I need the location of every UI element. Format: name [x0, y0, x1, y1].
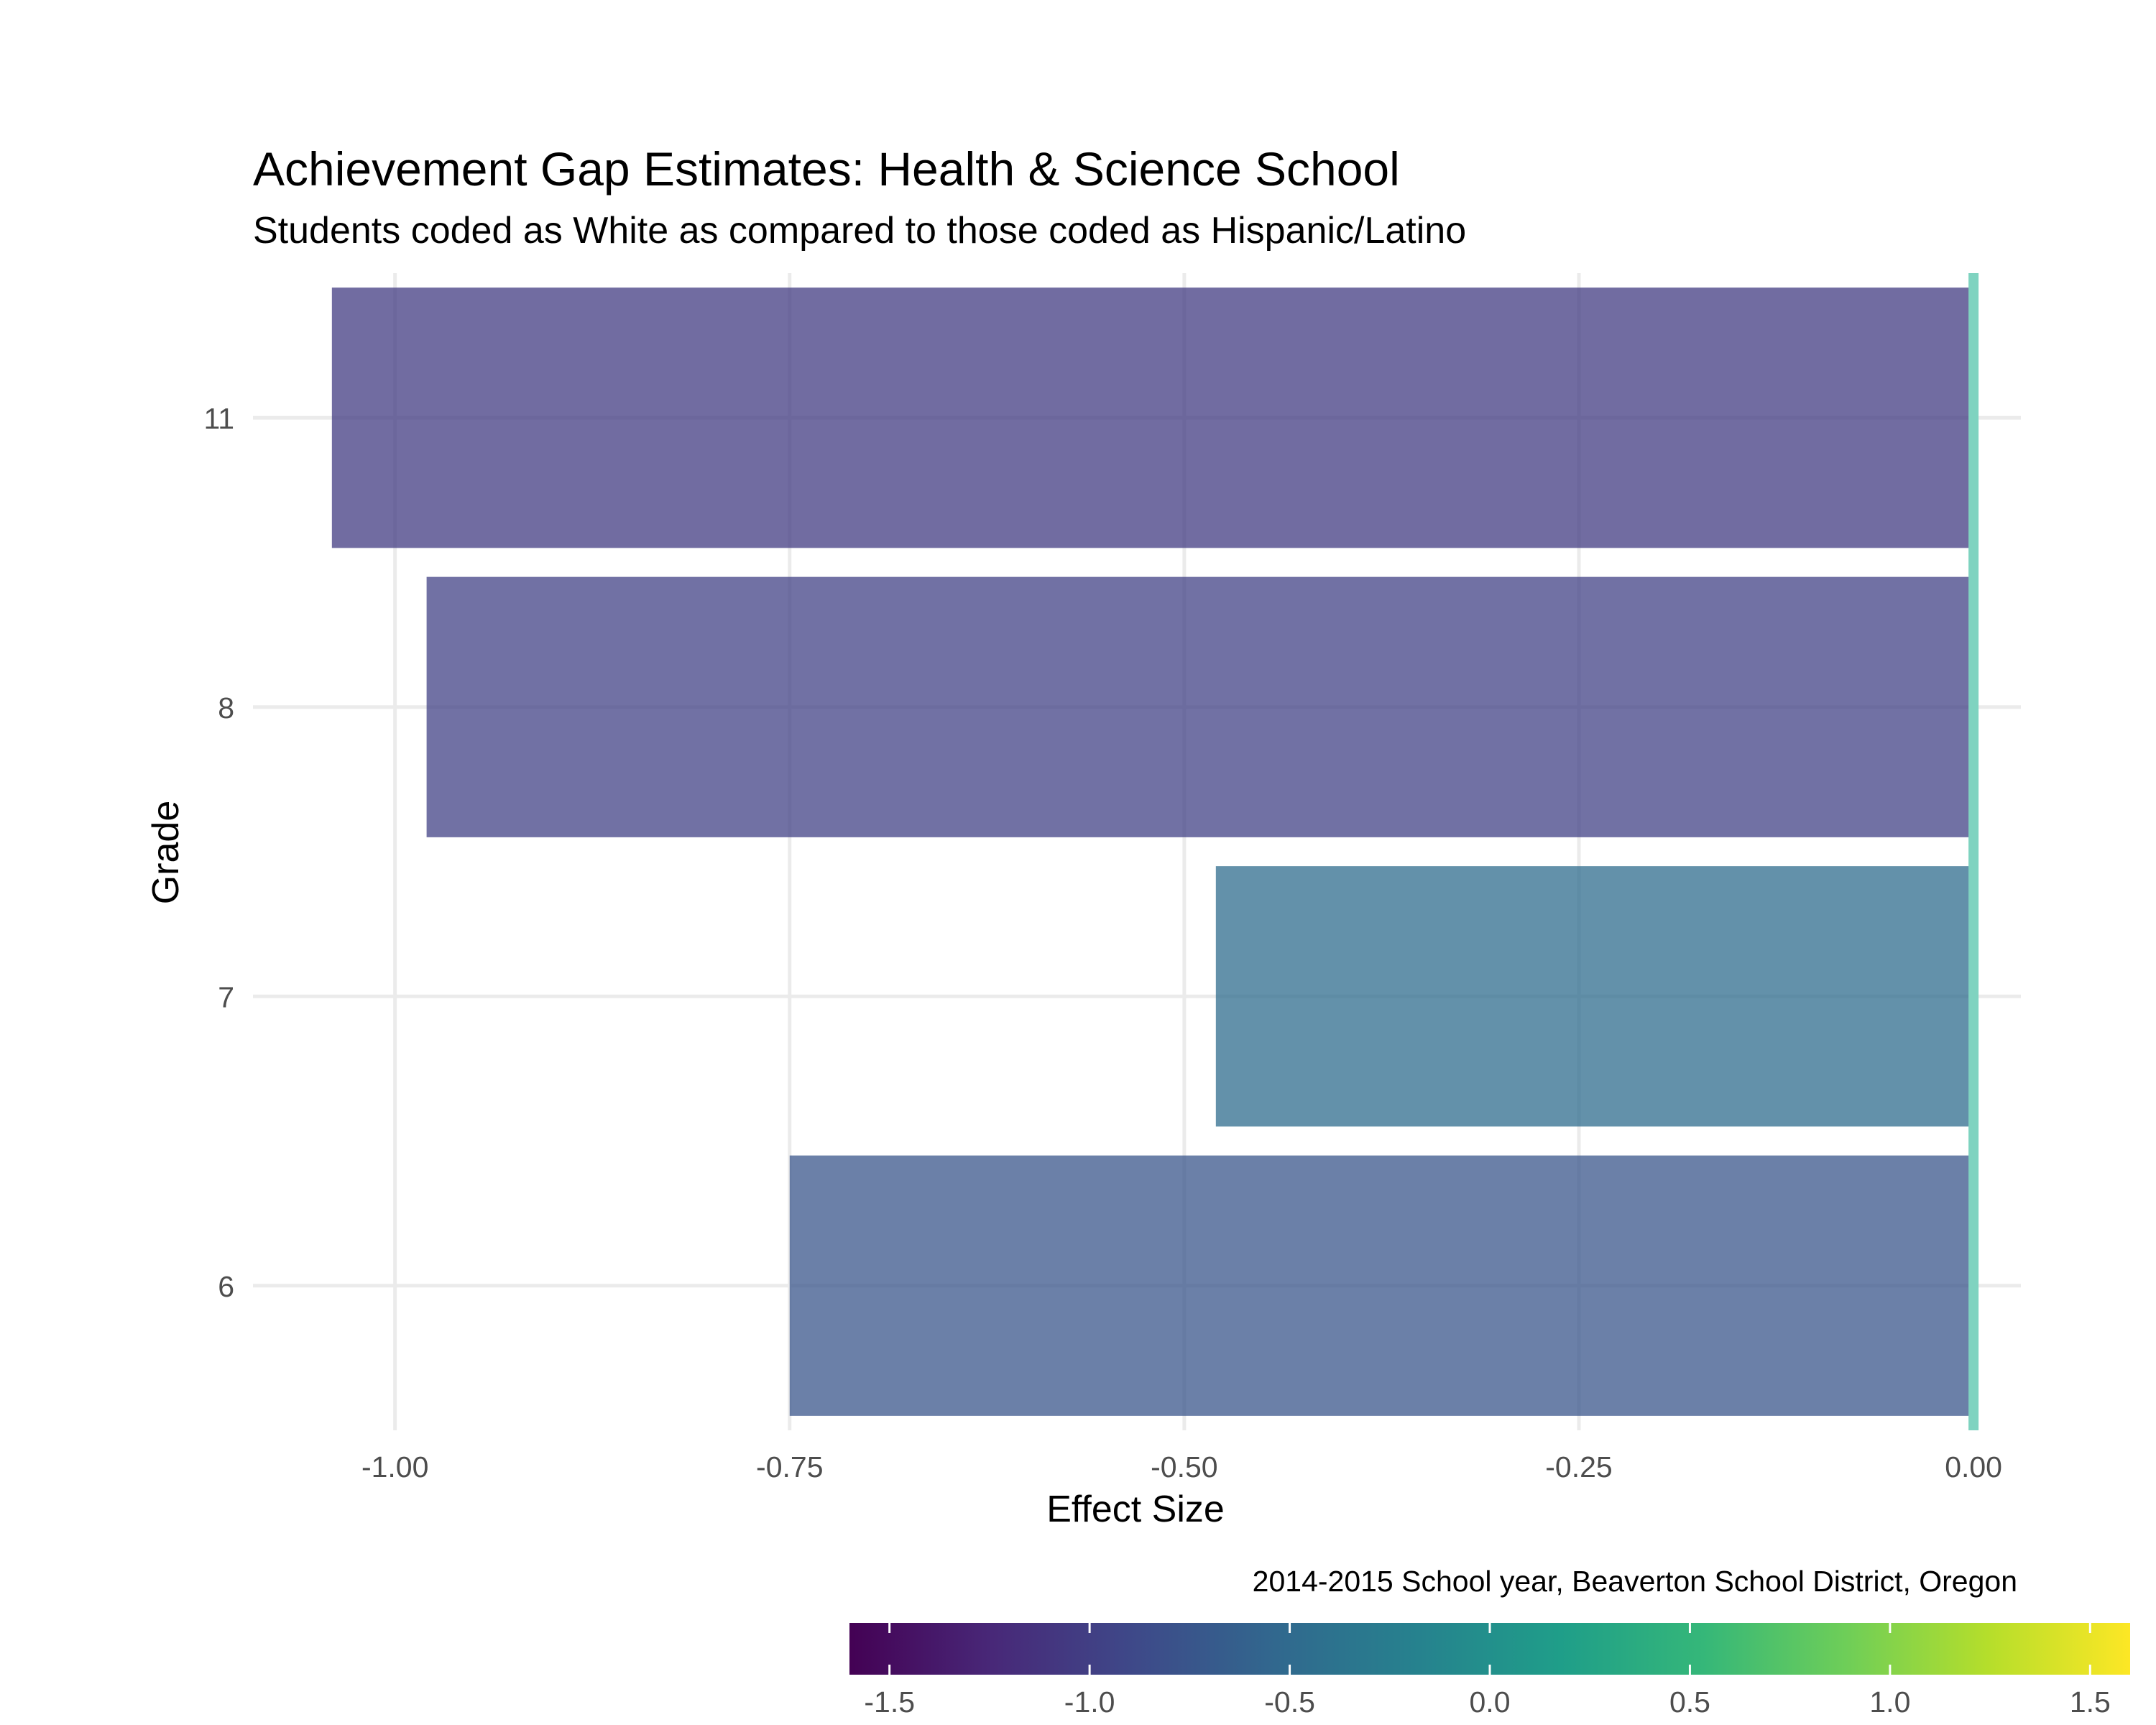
colorbar-tick-label: 0.0 — [1470, 1685, 1511, 1719]
y-tick-label: 6 — [218, 1270, 234, 1303]
colorbar-tick-label: 1.5 — [2070, 1685, 2111, 1719]
bar-grade-7 — [1215, 866, 1974, 1127]
y-tick-label: 11 — [203, 402, 234, 435]
x-axis-title: Effect Size — [1046, 1489, 1225, 1530]
x-tick-label: -0.25 — [1545, 1450, 1612, 1484]
colorbar-tick-label: 0.5 — [1669, 1685, 1710, 1719]
colorbar-tick-label: -1.5 — [864, 1685, 915, 1719]
colorbar-tick-label: -1.0 — [1064, 1685, 1115, 1719]
x-tick-label: 0.00 — [1945, 1450, 2002, 1484]
y-tick-label: 7 — [218, 980, 234, 1013]
y-tick-label: 8 — [218, 691, 234, 724]
x-tick-label: -0.75 — [756, 1450, 823, 1484]
x-tick-label: -1.00 — [361, 1450, 428, 1484]
y-tick-labels: 6 7 8 11 — [203, 402, 234, 1303]
bars — [331, 288, 1974, 1416]
colorbar-ticks: -1.5 -1.0 -0.5 0.0 0.5 1.0 1.5 — [864, 1623, 2111, 1719]
chart-caption: 2014-2015 School year, Beaverton School … — [1253, 1565, 2017, 1598]
chart-title: Achievement Gap Estimates: Health & Scie… — [253, 142, 1400, 196]
x-tick-label: -0.50 — [1151, 1450, 1217, 1484]
y-axis-title: Grade — [145, 801, 187, 905]
chart-subtitle: Students coded as White as compared to t… — [253, 210, 1466, 252]
colorbar-tick-label: -0.5 — [1264, 1685, 1315, 1719]
bar-grade-8 — [426, 576, 1974, 837]
x-tick-labels: -1.00 -0.75 -0.50 -0.25 0.00 — [361, 1450, 2002, 1484]
colorbar-tick-label: 1.0 — [1869, 1685, 1910, 1719]
bar-grade-11 — [331, 288, 1974, 548]
bar-grade-6 — [789, 1155, 1974, 1416]
